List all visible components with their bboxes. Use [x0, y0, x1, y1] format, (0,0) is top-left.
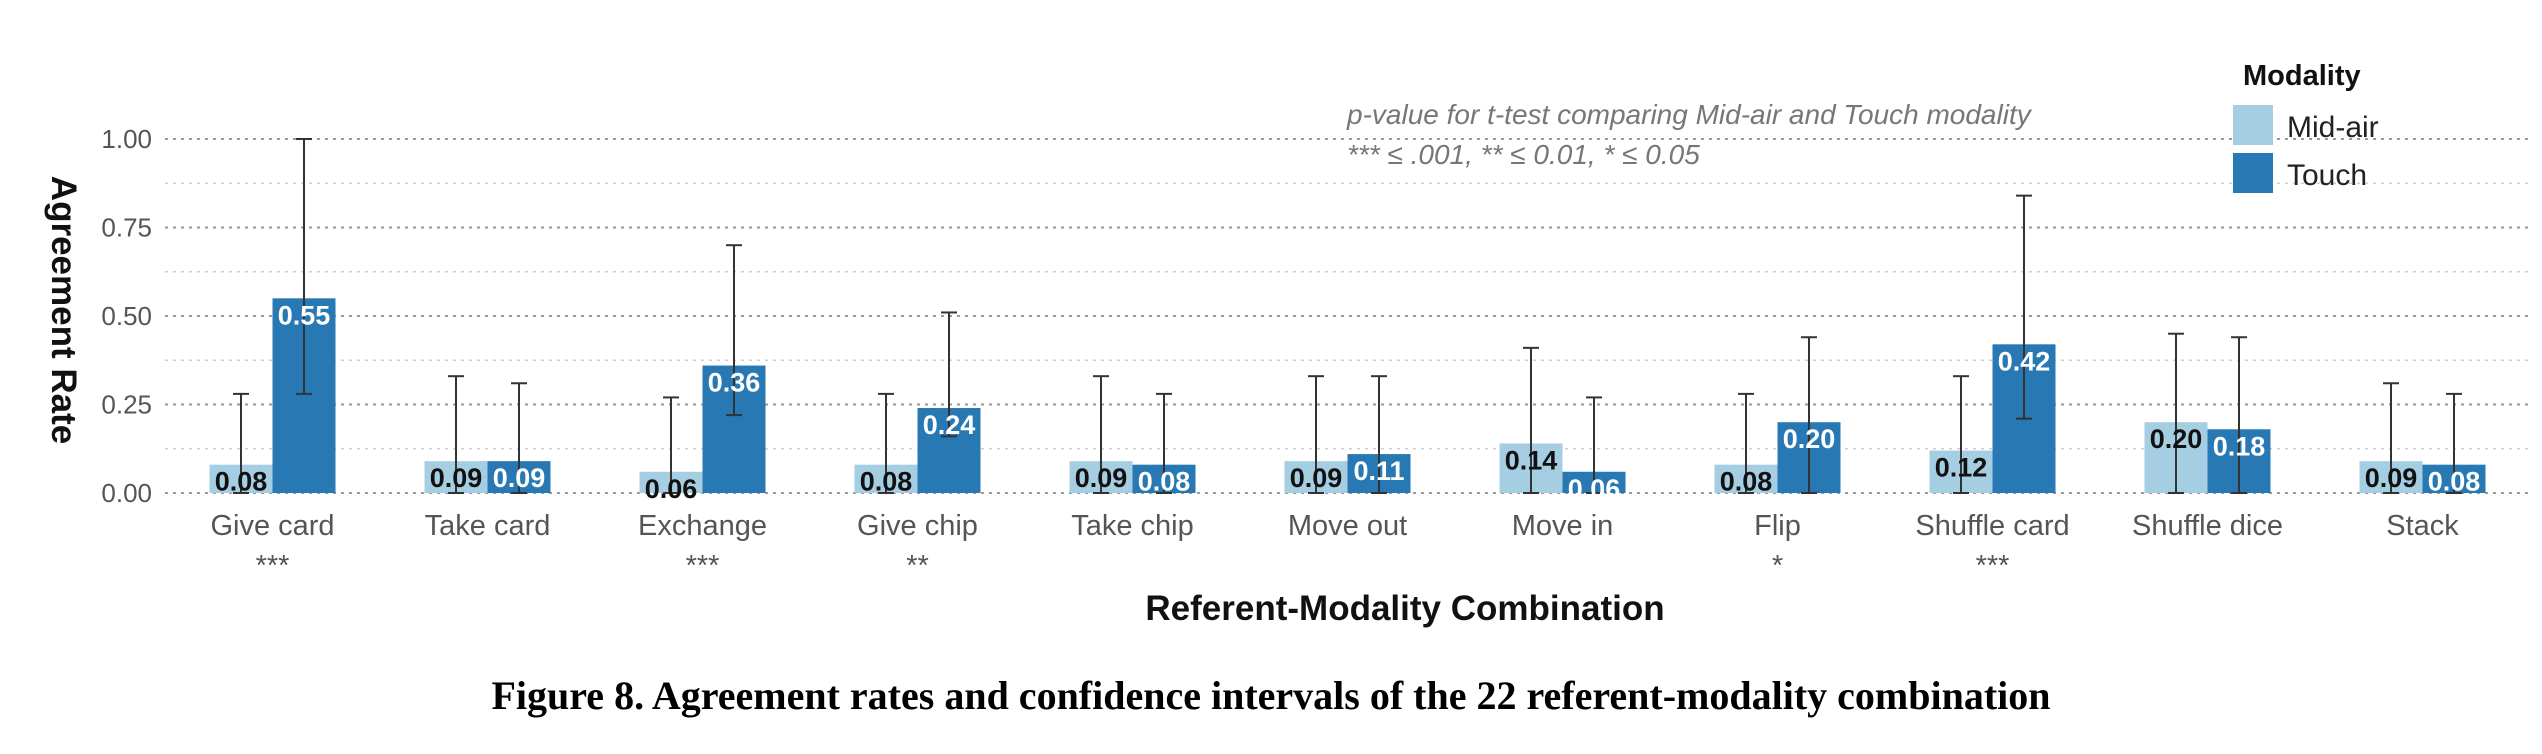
x-category-label: Stack	[2386, 510, 2459, 542]
agreement-rate-chart: 0.000.250.500.751.00 0.080.550.09 0.09 0.0…	[44, 60, 2530, 628]
value-label: 0.09	[2365, 463, 2418, 493]
legend-label-touch: Touch	[2287, 159, 2367, 192]
value-label: 0.09	[493, 463, 546, 493]
legend-label-mid-air: Mid-air	[2287, 111, 2379, 144]
significance-marker: *	[1772, 550, 1783, 582]
x-category-label: Flip	[1754, 510, 1801, 542]
value-label: 0.08	[2428, 467, 2481, 497]
x-category-label: Move in	[1512, 510, 1614, 542]
value-label: 0.18	[2213, 431, 2266, 461]
annotation-pvalue-title: p-value for t-test comparing Mid-air and…	[1346, 99, 2033, 130]
significance-marker: ***	[1976, 550, 2010, 582]
x-category-label: Take card	[425, 510, 551, 542]
significance-marker: **	[906, 550, 929, 582]
error-bars	[233, 138, 2462, 494]
value-label: 0.08	[215, 467, 268, 497]
value-label: 0.24	[923, 410, 976, 440]
value-label: 0.06	[645, 474, 698, 504]
value-label: 0.09	[430, 463, 483, 493]
legend-swatch-touch	[2233, 153, 2273, 193]
grid-lines	[165, 138, 2530, 494]
value-labels: 0.08 0.55 0.09 0.09 0.06 0.36 0.08 0.24 0.09 0.08…	[215, 300, 2481, 503]
legend-title: Modality	[2243, 60, 2361, 92]
x-category-label: Shuffle card	[1915, 510, 2069, 542]
y-tick-label: 0.00	[101, 478, 152, 508]
value-label: 0.08	[860, 467, 913, 497]
value-label: 0.09	[1290, 463, 1343, 493]
value-label: 0.08	[1138, 467, 1191, 497]
value-label: 0.20	[2150, 424, 2203, 454]
annotation-pvalue-thresholds: *** ≤ .001, ** ≤ 0.01, * ≤ 0.05	[1347, 139, 1700, 170]
y-tick-label: 1.00	[101, 124, 152, 154]
x-axis-title: Referent-Modality Combination	[1145, 589, 1664, 628]
legend-swatch-mid-air	[2233, 105, 2273, 145]
x-category-label: Exchange	[638, 510, 767, 542]
y-tick-label: 0.75	[101, 213, 152, 243]
y-tick-label: 0.50	[101, 301, 152, 331]
x-category-label: Give chip	[857, 510, 978, 542]
value-label: 0.42	[1998, 346, 2051, 376]
value-label: 0.12	[1935, 453, 1988, 483]
y-axis-title: Agreement Rate	[44, 176, 83, 444]
value-label: 0.11	[1353, 456, 1404, 486]
y-axis-ticks: 0.00 0.25 0.50 0.75 1.00	[101, 124, 152, 508]
x-axis-categories: Give card***Take card Exchange***Give chi…	[210, 510, 2459, 582]
value-label: 0.20	[1783, 424, 1836, 454]
value-label: 0.55	[278, 300, 331, 330]
value-label: 0.36	[708, 368, 761, 398]
legend: Modality Mid-air Touch	[2233, 60, 2379, 193]
x-category-label: Move out	[1288, 510, 1407, 542]
y-tick-label: 0.25	[101, 390, 152, 420]
value-label: 0.09	[1075, 463, 1128, 493]
significance-marker: ***	[686, 550, 720, 582]
value-label: 0.14	[1505, 445, 1558, 475]
x-category-label: Take chip	[1071, 510, 1194, 542]
value-label: 0.08	[1720, 467, 1773, 497]
x-category-label: Shuffle dice	[2132, 510, 2283, 542]
x-category-label: Give card	[210, 510, 334, 542]
value-label: 0.06	[1568, 474, 1621, 504]
bars	[209, 298, 2486, 493]
significance-marker: ***	[256, 550, 290, 582]
figure-caption: Figure 8. Agreement rates and confidence…	[491, 673, 2051, 718]
